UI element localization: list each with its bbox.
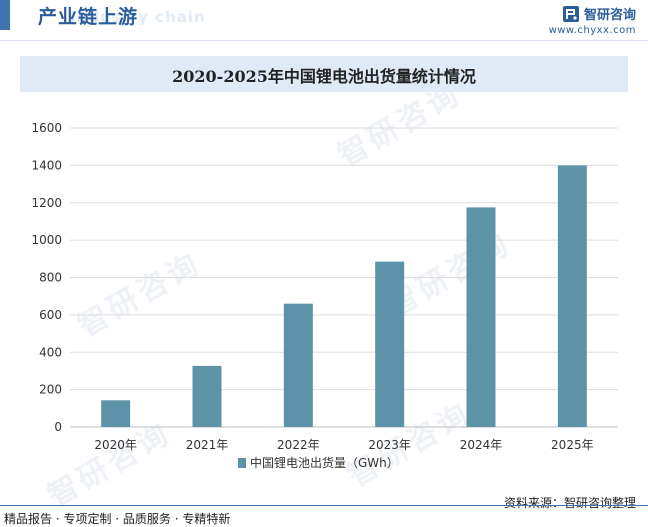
chart-title-band: 2020-2025年中国锂电池出货量统计情况 — [20, 56, 628, 92]
y-tick-label: 1000 — [31, 233, 62, 247]
y-tick-label: 200 — [39, 383, 62, 397]
chart-title: 2020-2025年中国锂电池出货量统计情况 — [172, 67, 476, 86]
bar — [192, 365, 222, 427]
y-tick-label: 1200 — [31, 196, 62, 210]
y-tick-label: 1400 — [31, 158, 62, 172]
y-tick-label: 800 — [39, 271, 62, 285]
brand-url: www.chyxx.com — [548, 25, 636, 36]
footer-divider — [0, 505, 648, 506]
x-tick-label: 2021年 — [186, 438, 229, 452]
bar — [101, 400, 131, 427]
brand-name: 智研咨询 — [583, 8, 636, 23]
source-note: 资料来源：智研咨询整理 — [503, 496, 636, 510]
x-tick-label: 2023年 — [368, 438, 411, 452]
legend-label: 中国锂电池出货量（GWh） — [250, 455, 399, 470]
header-divider — [0, 40, 648, 41]
legend-swatch — [238, 458, 246, 468]
page-header: Industry chain 产业链上游 智研咨询 www.chyxx.com — [0, 0, 648, 36]
x-tick-label: 2024年 — [460, 438, 503, 452]
x-tick-label: 2025年 — [551, 438, 594, 452]
brand: 智研咨询 www.chyxx.com — [549, 4, 636, 36]
y-tick-label: 600 — [39, 308, 62, 322]
chyxx-logo-icon — [562, 5, 579, 22]
section-title: 产业链上游 — [38, 6, 139, 28]
bar-chart: 0 200 400 600 800 1000 1200 1400 1600 2020年 2021年 2… — [31, 121, 618, 470]
y-tick-label: 0 — [54, 420, 62, 434]
header-accent-bar — [0, 0, 10, 30]
y-tick-label: 400 — [39, 345, 62, 359]
bar — [557, 165, 587, 427]
y-tick-label: 1600 — [31, 121, 62, 135]
footer-tagline: 精品报告 · 专项定制 · 品质服务 · 专精特新 — [4, 512, 231, 526]
header-watermark: Industry chain — [70, 8, 206, 26]
x-tick-label: 2022年 — [277, 438, 320, 452]
x-tick-label: 2020年 — [94, 438, 137, 452]
bar — [283, 303, 313, 427]
bar — [466, 207, 496, 427]
bar — [375, 261, 405, 427]
